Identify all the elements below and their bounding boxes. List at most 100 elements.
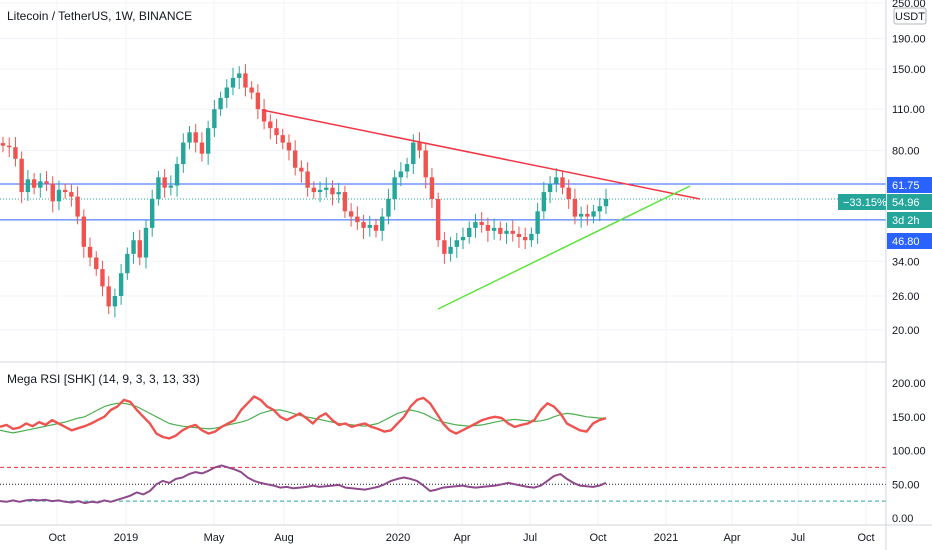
candle-body xyxy=(578,213,584,217)
candle-body xyxy=(398,171,404,178)
candle-body xyxy=(498,227,503,234)
candle-body xyxy=(280,135,285,143)
candle-body xyxy=(535,211,540,234)
candle-body xyxy=(392,177,397,199)
candle-body xyxy=(460,237,466,241)
price-tick-label: 20.00 xyxy=(892,325,920,337)
candle-body xyxy=(243,73,248,88)
candle-body xyxy=(348,211,354,217)
candle-body xyxy=(81,216,87,247)
time-tick-label: May xyxy=(204,532,225,544)
price-tick-label: 34.00 xyxy=(892,256,920,268)
indicator-title: Mega RSI [SHK] (14, 9, 3, 3, 13, 33) xyxy=(7,372,200,386)
candle-body xyxy=(94,257,99,270)
candle-body xyxy=(19,158,24,193)
price-tick-label: 26.00 xyxy=(892,291,920,303)
candle-body xyxy=(292,150,298,168)
candle-body xyxy=(355,216,360,223)
candle-body xyxy=(541,192,547,212)
candle-body xyxy=(237,73,242,78)
candle-body xyxy=(367,224,372,228)
candle-body xyxy=(38,181,43,188)
indicator-pane xyxy=(0,395,886,505)
time-tick-label: Oct xyxy=(589,532,606,544)
candle-body xyxy=(249,87,254,93)
change-pct-label: −33.15% xyxy=(843,197,887,209)
candle-body xyxy=(137,240,142,258)
candle-body xyxy=(330,187,335,195)
indicator-tick-label: 0.00 xyxy=(892,513,913,525)
indicator-red-line xyxy=(0,395,607,440)
candle-body xyxy=(473,222,478,228)
candle-body xyxy=(168,185,174,188)
candle-body xyxy=(125,253,130,274)
candle-body xyxy=(305,171,310,188)
candle-body xyxy=(336,192,341,195)
price-tick-label: 190.00 xyxy=(892,33,926,45)
candle-body xyxy=(112,296,118,307)
price-tick-label: 250.00 xyxy=(892,0,926,10)
current-price-label: 54.96 xyxy=(892,197,920,209)
indicator-axis[interactable]: 200.00 150.00 100.00 50.00 0.00 xyxy=(892,378,926,525)
price-axis[interactable]: 250.00 190.00 150.00 110.00 80.00 34.00 26.00 2… xyxy=(892,0,926,337)
candle-body xyxy=(212,109,217,129)
candle-body xyxy=(560,177,565,188)
time-axis[interactable]: Oct 2019 May Aug 2020 Apr Jul Oct 2021 Apr Jul Oct xyxy=(48,532,874,544)
candle-body xyxy=(585,213,590,217)
candle-body xyxy=(87,246,93,258)
countdown-label-box: 3d 2h xyxy=(887,212,932,228)
time-tick-label: Aug xyxy=(274,532,294,544)
upper-level-label: 61.75 xyxy=(892,180,920,192)
candle-body xyxy=(106,286,111,307)
candle-body xyxy=(479,222,484,225)
candle-body xyxy=(554,177,559,184)
candle-body xyxy=(181,142,186,165)
candle-body xyxy=(597,206,602,212)
candle-body xyxy=(529,233,534,241)
candle-body xyxy=(522,237,528,241)
currency-badge[interactable]: USDT xyxy=(893,7,927,25)
candle-body xyxy=(454,240,460,247)
indicator-tick-label: 200.00 xyxy=(892,378,926,390)
candle-body xyxy=(361,222,366,228)
candle-body xyxy=(62,189,68,193)
candle-body xyxy=(0,143,6,146)
support-trendline xyxy=(437,185,691,310)
time-tick-label: Oct xyxy=(857,532,874,544)
horizontal-levels xyxy=(0,183,886,221)
candle-body xyxy=(205,128,211,154)
candle-body xyxy=(162,177,167,188)
candle-body xyxy=(442,240,447,254)
resistance-trendline xyxy=(261,109,701,200)
candle-body xyxy=(317,189,323,193)
candle-body xyxy=(218,97,223,110)
candle-body xyxy=(274,128,279,136)
price-label-lower: 46.80 xyxy=(887,233,932,249)
time-tick-label: Apr xyxy=(453,532,470,544)
price-label-upper: 61.75 xyxy=(887,177,932,193)
candle-body xyxy=(44,181,49,184)
candle-body xyxy=(435,198,441,241)
candle-body xyxy=(566,187,571,199)
candle-body xyxy=(193,132,198,143)
candle-body xyxy=(149,198,155,228)
indicator-tick-label: 150.00 xyxy=(892,412,926,424)
candle-body xyxy=(510,230,515,234)
candle-body xyxy=(299,167,304,172)
candle-body xyxy=(491,227,497,231)
candle-body xyxy=(230,77,236,88)
candle-body xyxy=(187,132,192,143)
candle-body xyxy=(386,198,391,217)
countdown-label: 3d 2h xyxy=(892,215,920,227)
price-label-current: −33.15% 54.96 xyxy=(838,194,932,210)
time-tick-label: Jul xyxy=(523,532,537,544)
candle-body xyxy=(199,142,205,154)
time-tick-label: 2021 xyxy=(654,532,678,544)
time-tick-label: Jul xyxy=(791,532,805,544)
candle-body xyxy=(380,216,385,231)
candle-body xyxy=(411,142,416,165)
candle-body xyxy=(31,179,37,188)
indicator-tick-label: 100.00 xyxy=(892,446,926,458)
candle-body xyxy=(404,164,410,172)
candle-body xyxy=(311,187,317,193)
